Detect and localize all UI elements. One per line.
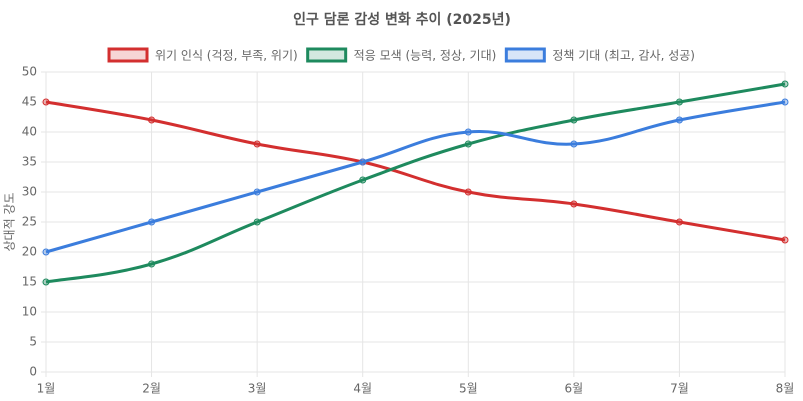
data-point	[675, 218, 683, 226]
data-point	[42, 98, 50, 106]
y-axis-label: 상대적 강도	[3, 192, 17, 251]
data-point	[359, 158, 367, 166]
data-point	[570, 116, 578, 124]
data-point	[570, 140, 578, 148]
legend-label: 위기 인식 (걱정, 부족, 위기)	[155, 49, 298, 63]
data-point	[359, 176, 367, 184]
y-tick-label: 50	[22, 65, 37, 79]
x-tick-label: 8월	[776, 382, 795, 396]
x-tick-label: 5월	[459, 382, 478, 396]
y-tick-label: 30	[22, 185, 37, 199]
data-point	[148, 116, 156, 124]
y-tick-label: 45	[22, 95, 37, 109]
data-point	[464, 128, 472, 136]
data-point	[148, 260, 156, 268]
legend-item[interactable]: 위기 인식 (걱정, 부족, 위기)	[107, 47, 298, 63]
y-tick-label: 20	[22, 245, 37, 259]
data-point	[253, 218, 261, 226]
y-tick-label: 35	[22, 155, 37, 169]
series-line	[45, 82, 786, 284]
y-tick-label: 0	[29, 365, 37, 379]
legend-item[interactable]: 정책 기대 (최고, 감사, 성공)	[504, 47, 695, 63]
x-tick-label: 3월	[248, 382, 267, 396]
x-tick-label: 6월	[565, 382, 584, 396]
x-tick-label: 2월	[142, 382, 161, 396]
data-point	[42, 278, 50, 286]
legend-label: 정책 기대 (최고, 감사, 성공)	[552, 48, 695, 63]
y-tick-label: 40	[22, 125, 37, 139]
x-tick-label: 4월	[353, 382, 372, 396]
legend-swatch	[306, 47, 348, 63]
series-line	[45, 100, 786, 254]
x-tick-label: 1월	[37, 382, 56, 396]
data-point	[781, 98, 789, 106]
data-point	[570, 200, 578, 208]
legend-swatch	[504, 47, 546, 63]
y-tick-label: 10	[22, 305, 37, 319]
y-tick-label: 15	[22, 275, 37, 289]
x-tick-label: 7월	[670, 382, 689, 396]
data-point	[253, 140, 261, 148]
series-line	[45, 100, 786, 242]
legend-item[interactable]: 적응 모색 (능력, 정상, 기대)	[306, 47, 497, 63]
legend-swatch	[107, 47, 149, 63]
data-point	[42, 248, 50, 256]
y-tick-label: 5	[29, 335, 37, 349]
chart-title: 인구 담론 감성 변화 추이 (2025년)	[293, 11, 511, 28]
legend-label: 적응 모색 (능력, 정상, 기대)	[354, 49, 497, 63]
data-point	[464, 140, 472, 148]
y-tick-label: 25	[22, 215, 37, 229]
data-point	[675, 116, 683, 124]
data-point	[253, 188, 261, 196]
data-point	[464, 188, 472, 196]
legend: 위기 인식 (걱정, 부족, 위기) 적응 모색 (능력, 정상, 기대) 정책 기…	[107, 47, 695, 63]
data-point	[148, 218, 156, 226]
data-point	[781, 80, 789, 88]
data-point	[781, 236, 789, 244]
data-point	[675, 98, 683, 106]
